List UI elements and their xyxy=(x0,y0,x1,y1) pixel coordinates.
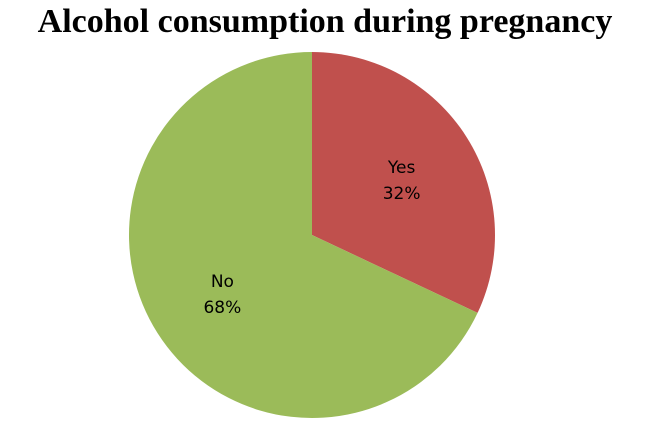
pie-slice-no xyxy=(128,52,478,418)
slice-value-label: 32% xyxy=(383,184,421,204)
pie-labels: Yes 32% No 68% xyxy=(203,158,420,318)
pie-slice-yes xyxy=(312,52,495,313)
slice-name-label: Yes xyxy=(387,158,416,178)
chart-title: Alcohol consumption during pregnancy xyxy=(37,3,613,40)
pie-slices xyxy=(128,52,495,418)
slice-name-label: No xyxy=(211,272,234,292)
slice-value-label: 68% xyxy=(203,298,241,318)
